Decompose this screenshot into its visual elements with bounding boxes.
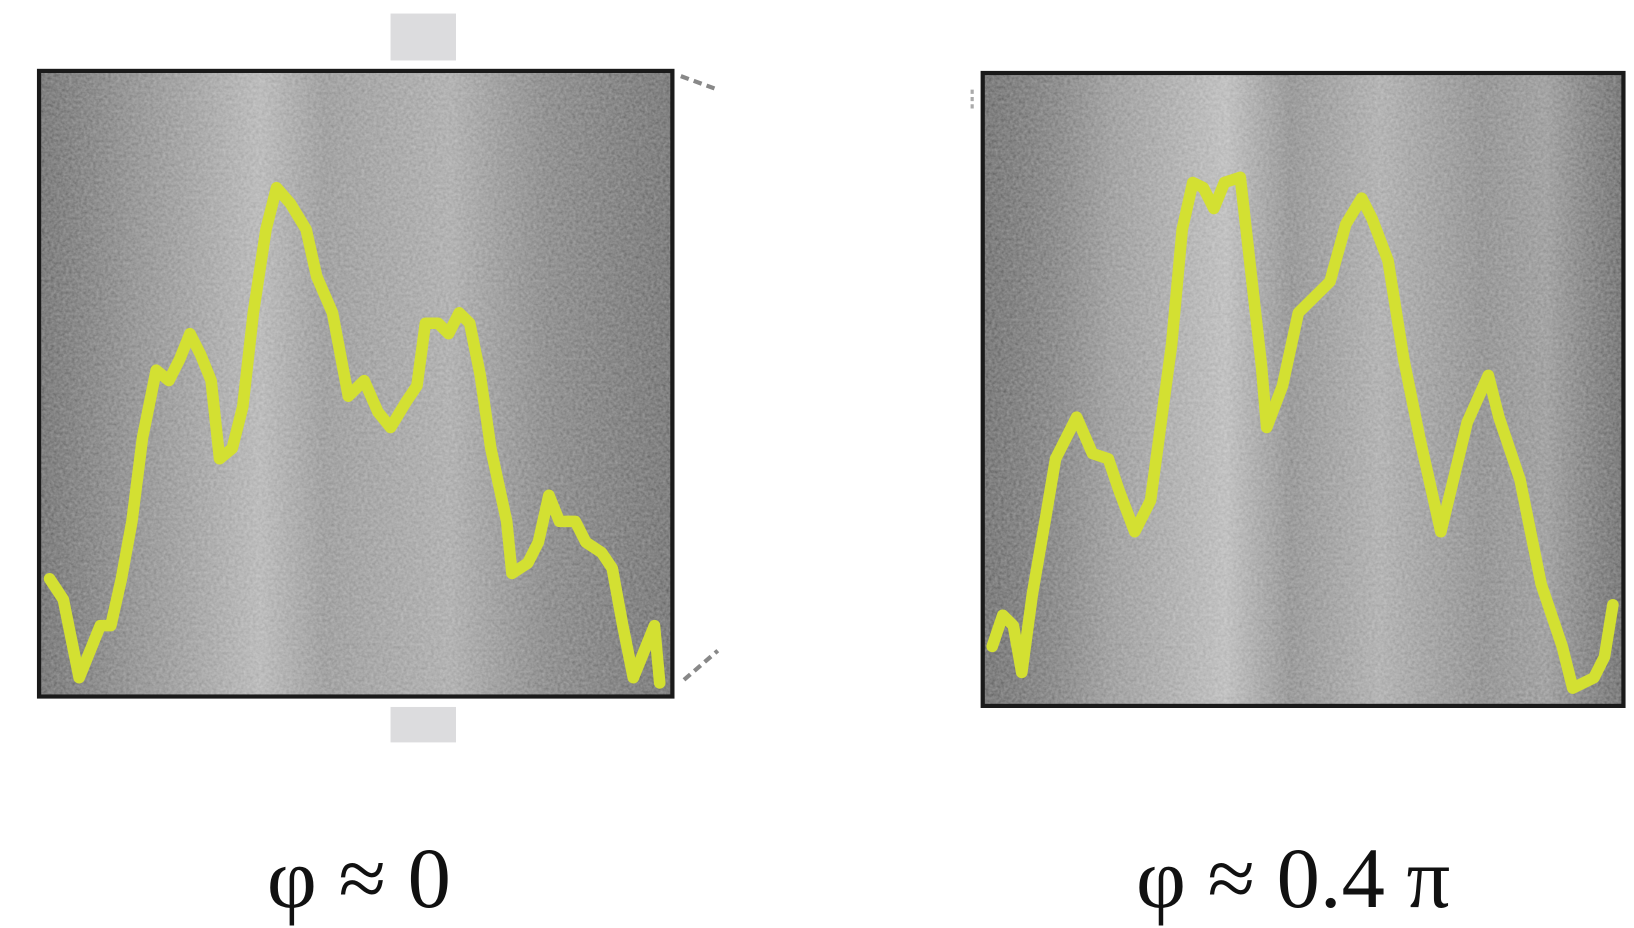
profile [986, 171, 1619, 694]
panel-label: φ ≈ 0 [267, 831, 451, 926]
image [982, 72, 1624, 706]
profile [43, 181, 666, 689]
marker [390, 706, 456, 743]
dashed-line [680, 74, 719, 92]
panel-label: φ ≈ 0.4 π [1136, 831, 1450, 926]
panel: φ ≈ 0 [36, 68, 675, 926]
panel: φ ≈ 0.4 π [980, 70, 1626, 926]
marker [390, 13, 456, 61]
frame [36, 68, 675, 699]
dashed-line [682, 649, 720, 682]
frame [980, 70, 1626, 708]
